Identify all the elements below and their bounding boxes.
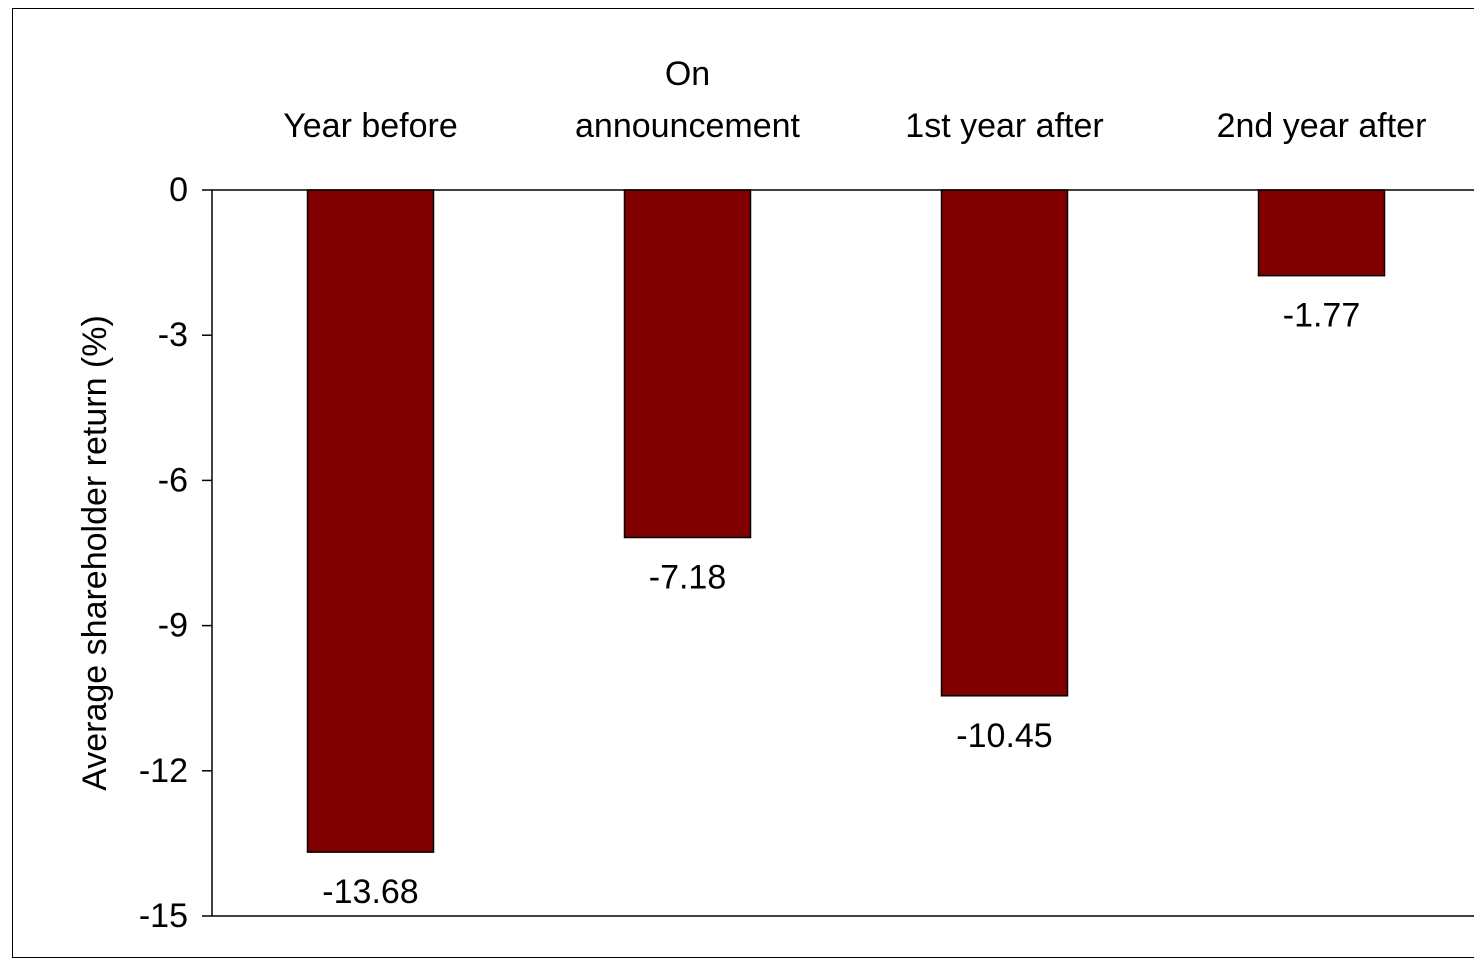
data-label: -13.68 (322, 873, 418, 911)
data-label: -7.18 (649, 559, 727, 597)
category-label: On (665, 55, 710, 93)
category-label: 1st year after (905, 107, 1103, 145)
y-tick-label: -6 (158, 461, 188, 499)
y-tick-label: -12 (139, 752, 188, 790)
data-label: -10.45 (956, 717, 1052, 755)
bar (940, 189, 1069, 697)
category-label: announcement (575, 107, 801, 145)
y-tick-label: -9 (158, 607, 188, 645)
category-label: Year before (283, 107, 458, 145)
y-axis-title: Average shareholder return (%) (76, 315, 114, 791)
data-labels: -13.68 -7.18 -10.45 -1.77 (322, 297, 1360, 911)
bar (1257, 189, 1386, 277)
y-tick-label: 0 (169, 171, 188, 209)
bar (623, 189, 752, 539)
category-labels: Year before On announcement 1st year after 2… (283, 55, 1426, 145)
category-label: 2nd year after (1217, 107, 1427, 145)
y-tick-label: -15 (139, 897, 188, 935)
y-ticks: 0 -3 -6 -9 -12 -15 (139, 171, 212, 935)
bars (306, 189, 1386, 853)
y-tick-label: -3 (158, 316, 188, 354)
bar (306, 189, 435, 853)
data-label: -1.77 (1283, 297, 1361, 335)
